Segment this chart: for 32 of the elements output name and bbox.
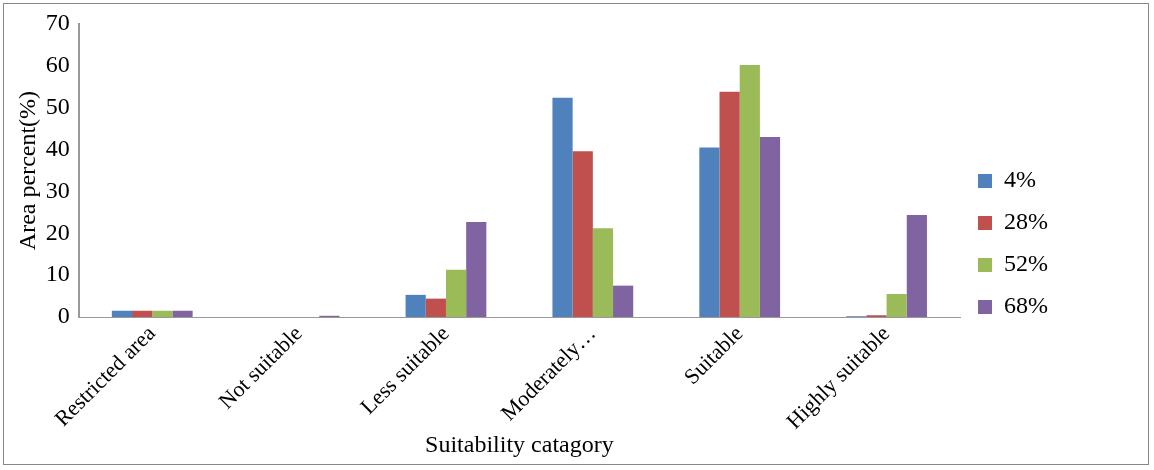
bar (152, 310, 173, 318)
legend-label: 4% (1004, 166, 1037, 193)
bar (572, 151, 593, 318)
bar (552, 97, 573, 318)
y-tick-label: 40 (45, 134, 70, 161)
y-tick-label: 50 (45, 93, 70, 120)
x-axis-title: Suitability catagory (425, 430, 614, 457)
y-tick-label: 60 (45, 51, 70, 78)
legend-label: 52% (1004, 250, 1049, 277)
bar (592, 228, 614, 318)
legend-label: 68% (1004, 292, 1049, 319)
bar (445, 269, 467, 318)
bar (719, 91, 740, 318)
bar (405, 294, 426, 318)
bar (172, 310, 193, 318)
bar (466, 222, 487, 318)
y-tick-label: 20 (45, 218, 70, 245)
y-tick-label: 70 (45, 9, 70, 36)
bar (699, 147, 720, 318)
bar (132, 310, 153, 318)
bar (111, 310, 133, 318)
bar (759, 137, 781, 318)
y-tick-label: 30 (45, 176, 70, 203)
bar (906, 214, 927, 318)
legend-label: 28% (1004, 208, 1049, 235)
bar (613, 285, 634, 318)
bar (739, 65, 760, 318)
y-tick-label: 0 (57, 302, 70, 329)
y-axis-title: Area percent(%) (13, 90, 40, 251)
bar (886, 294, 907, 318)
y-tick-label: 10 (45, 260, 70, 287)
bar (425, 298, 446, 318)
